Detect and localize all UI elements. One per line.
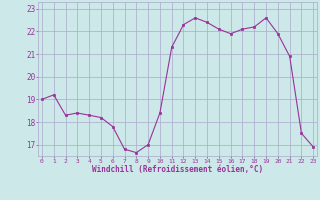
X-axis label: Windchill (Refroidissement éolien,°C): Windchill (Refroidissement éolien,°C) [92,165,263,174]
